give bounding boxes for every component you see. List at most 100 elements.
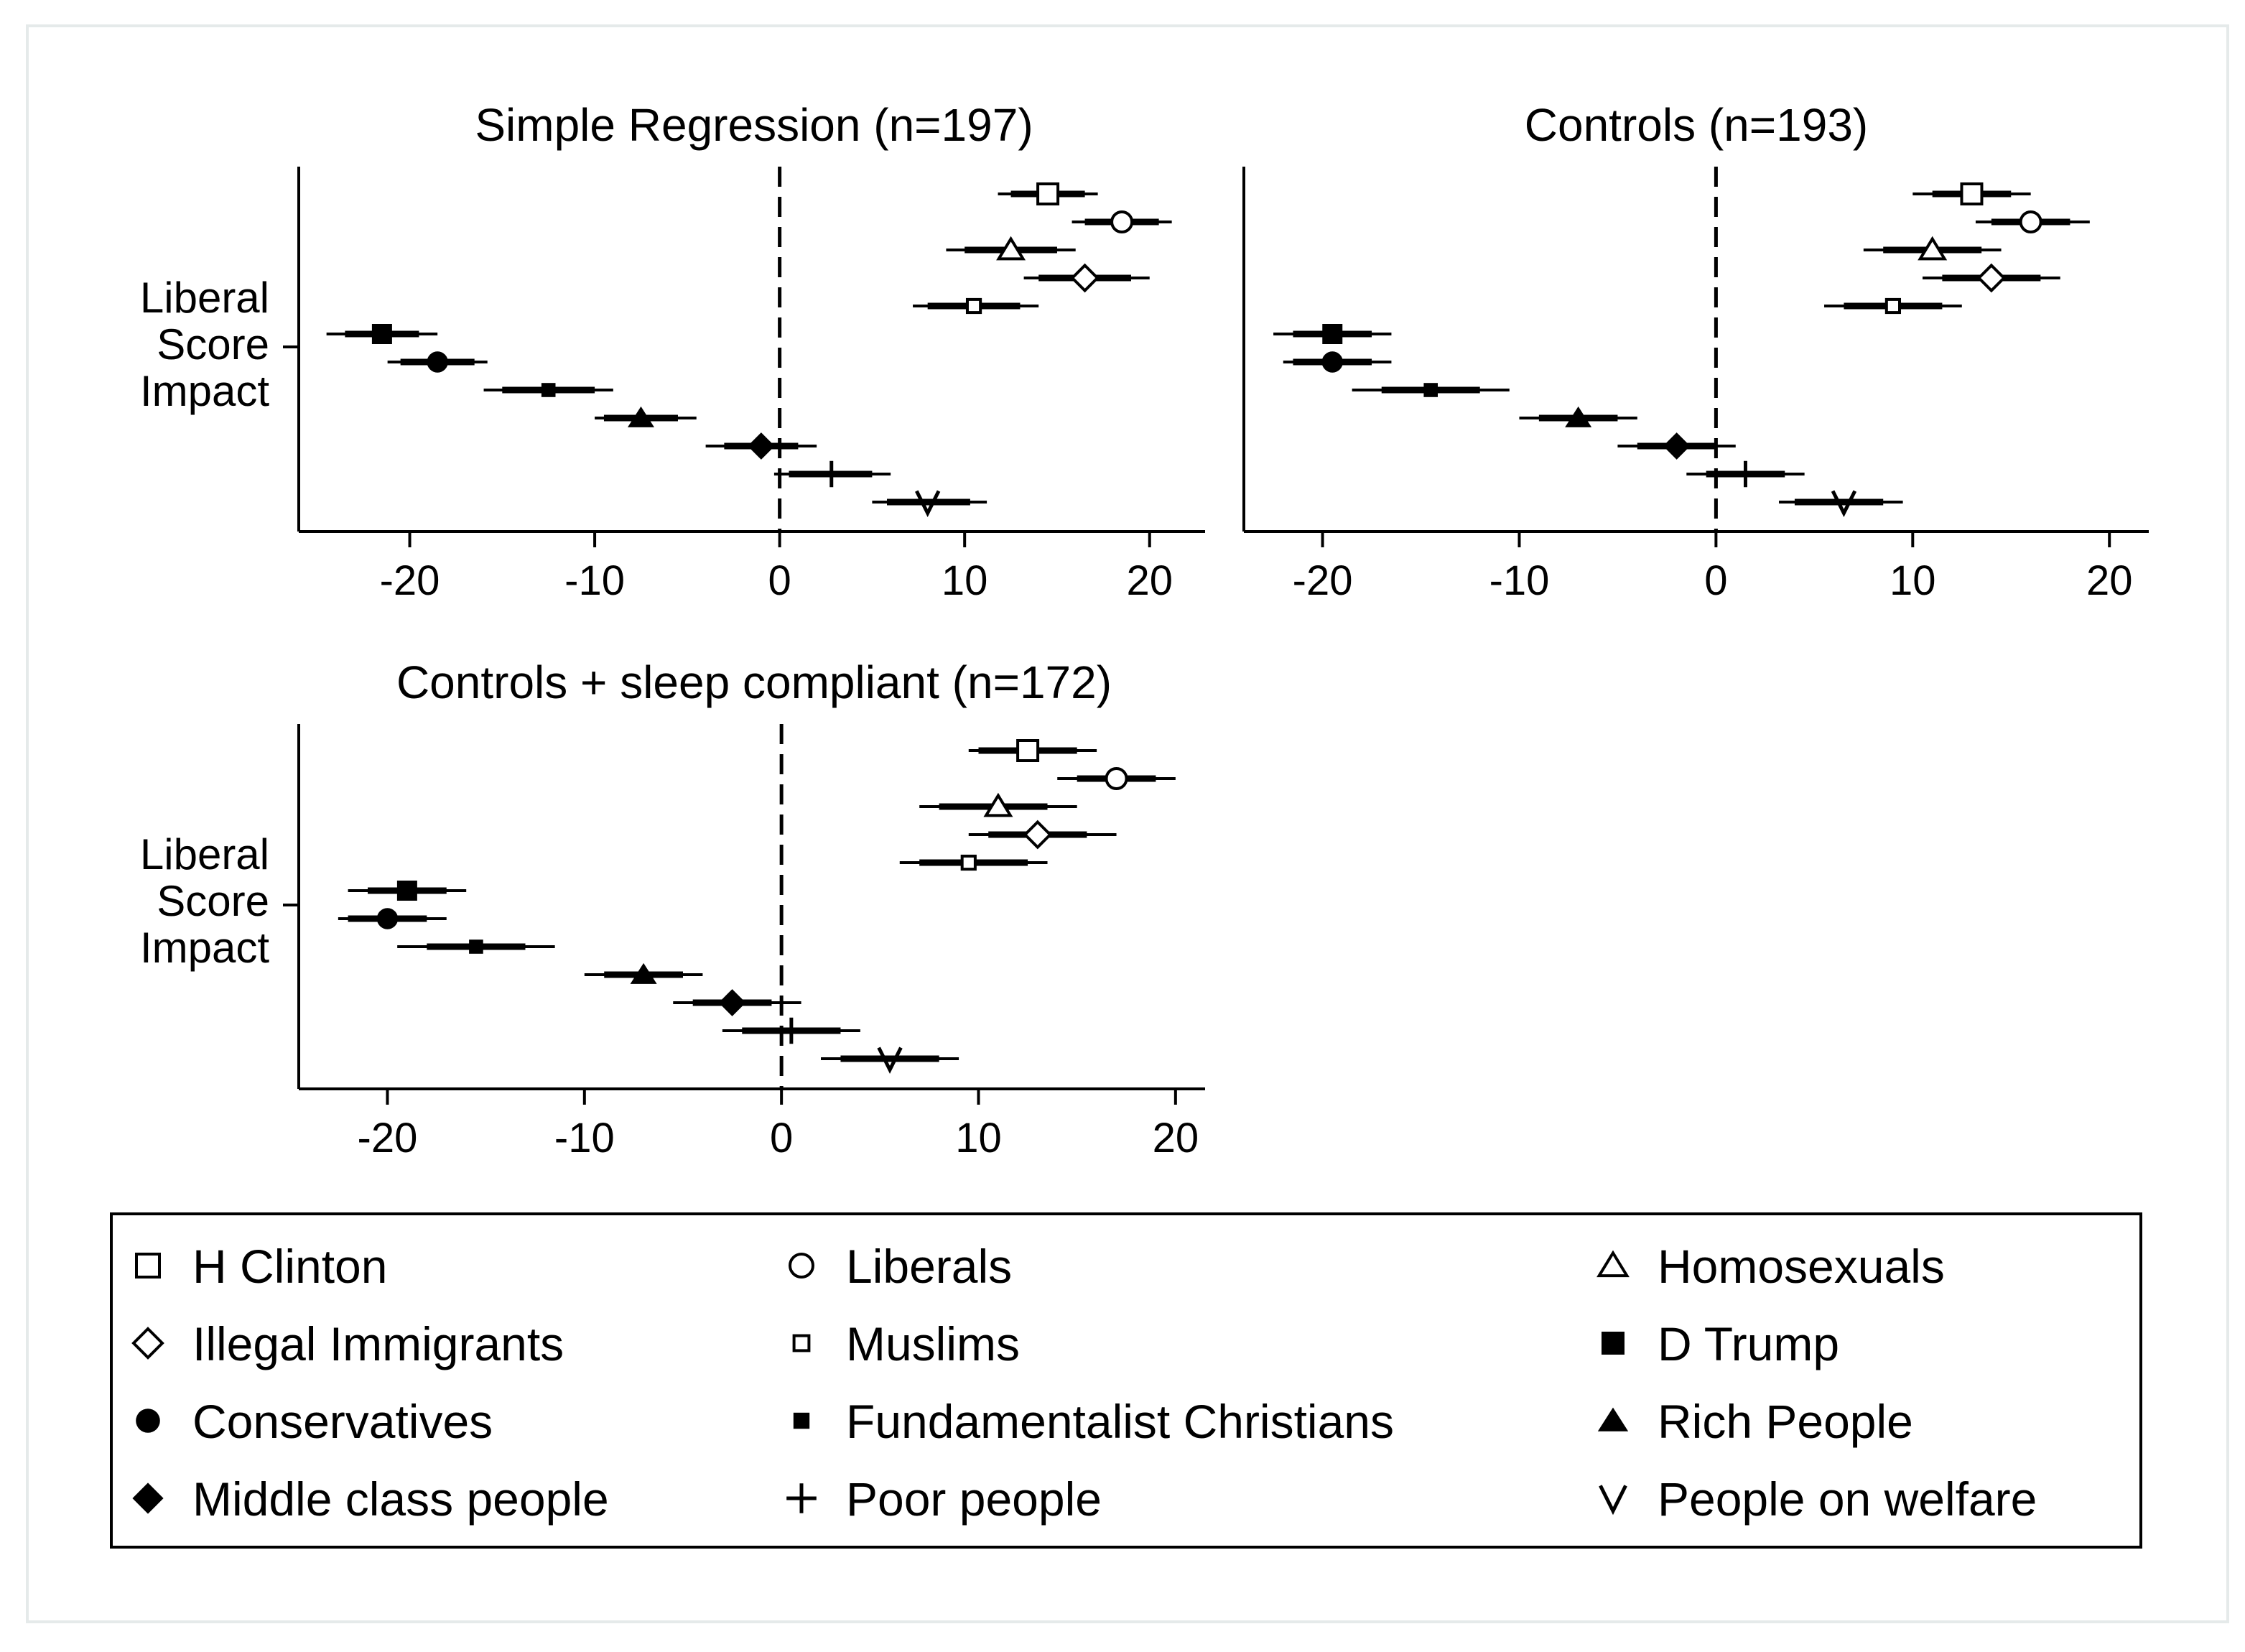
y-axis-label-line-3: Impact bbox=[140, 924, 269, 972]
series-muslims bbox=[899, 854, 1048, 871]
point-estimate bbox=[427, 351, 448, 373]
point-estimate bbox=[1023, 820, 1053, 850]
panel-controls-sleep-compliant: Controls + sleep compliant (n=172) Liber… bbox=[140, 656, 1205, 1161]
legend-entries: H Clinton Liberals Homosexuals Illegal Immi… bbox=[131, 1240, 2037, 1526]
point-estimate bbox=[1976, 263, 2007, 293]
series-homosexuals bbox=[919, 792, 1077, 817]
x-tick-label: -20 bbox=[380, 557, 440, 604]
panel-simple-regression: Simple Regression (n=197) Liberal Score … bbox=[140, 99, 1205, 604]
point-estimate bbox=[1322, 324, 1343, 344]
legend-label: Homosexuals bbox=[1658, 1240, 1945, 1293]
point-estimate bbox=[2019, 210, 2042, 233]
panel-title: Controls + sleep compliant (n=172) bbox=[396, 656, 1112, 708]
x-tick-label: 0 bbox=[770, 1115, 793, 1161]
data-marks bbox=[338, 739, 1176, 1074]
data-marks bbox=[326, 182, 1172, 517]
x-tick-label: 10 bbox=[955, 1115, 1002, 1161]
series-conservatives bbox=[338, 908, 447, 929]
y-axis-label-line-1: Liberal bbox=[140, 274, 269, 322]
series-illegal-immigrants bbox=[1923, 263, 2060, 293]
series-people-on-welfare bbox=[1779, 490, 1903, 517]
legend-marker bbox=[135, 1253, 161, 1279]
point-estimate bbox=[469, 939, 483, 954]
point-estimate bbox=[915, 490, 941, 517]
y-axis-label-line-2: Score bbox=[157, 320, 269, 368]
figure-border bbox=[26, 24, 2229, 1623]
series-people-on-welfare bbox=[872, 490, 987, 517]
legend: H Clinton Liberals Homosexuals Illegal Immi… bbox=[110, 1212, 2142, 1549]
legend-label: People on welfare bbox=[1658, 1472, 2037, 1526]
legend-marker bbox=[1602, 1332, 1625, 1355]
point-estimate bbox=[396, 881, 417, 901]
x-ticks: -20 -10 0 10 20 bbox=[1293, 532, 2132, 604]
point-estimate bbox=[965, 297, 982, 315]
legend-label: Middle class people bbox=[192, 1472, 609, 1526]
x-tick-label: 20 bbox=[1126, 557, 1173, 604]
legend-item-illegal-immigrants: Illegal Immigrants bbox=[131, 1317, 564, 1370]
legend-item-liberals: Liberals bbox=[789, 1240, 1012, 1293]
legend-item-h-clinton: H Clinton bbox=[135, 1240, 387, 1293]
legend-label: Fundamentalist Christians bbox=[846, 1395, 1394, 1448]
legend-item-conservatives: Conservatives bbox=[136, 1395, 493, 1448]
series-illegal-immigrants bbox=[1023, 263, 1150, 293]
series-fundamentalist-christians bbox=[483, 383, 613, 397]
point-estimate bbox=[1732, 460, 1759, 488]
x-tick-label: -10 bbox=[564, 557, 625, 604]
point-estimate bbox=[1321, 351, 1343, 373]
point-estimate bbox=[1918, 236, 1948, 261]
series-conservatives bbox=[1283, 351, 1392, 373]
legend-label: Rich People bbox=[1658, 1395, 1913, 1448]
point-estimate bbox=[1423, 383, 1438, 397]
series-rich-people bbox=[1519, 406, 1637, 427]
point-estimate bbox=[541, 383, 556, 397]
point-estimate bbox=[1831, 490, 1857, 517]
point-estimate bbox=[1884, 297, 1902, 315]
series-liberals bbox=[1057, 767, 1176, 790]
y-axis-label-line-2: Score bbox=[157, 877, 269, 925]
point-estimate bbox=[627, 406, 654, 427]
legend-marker bbox=[1599, 1485, 1627, 1516]
series-homosexuals bbox=[946, 236, 1076, 261]
legend-marker bbox=[786, 1483, 817, 1513]
y-axis-label-line-3: Impact bbox=[140, 367, 269, 415]
legend-marker bbox=[792, 1334, 811, 1352]
point-estimate bbox=[1070, 263, 1100, 293]
point-estimate bbox=[818, 460, 845, 488]
legend-marker bbox=[789, 1253, 814, 1279]
series-rich-people bbox=[595, 406, 697, 427]
panel-controls: Controls (n=193) -20 -10 0 10 20 bbox=[1242, 99, 2149, 604]
legend-item-people-on-welfare: People on welfare bbox=[1599, 1472, 2037, 1526]
legend-item-d-trump: D Trump bbox=[1602, 1317, 1839, 1370]
legend-label: Illegal Immigrants bbox=[192, 1317, 564, 1370]
x-tick-label: 0 bbox=[768, 557, 791, 604]
series-poor-people bbox=[1686, 460, 1805, 488]
point-estimate bbox=[1663, 432, 1691, 460]
x-tick-label: 20 bbox=[1153, 1115, 1199, 1161]
legend-label: H Clinton bbox=[192, 1240, 387, 1293]
series-illegal-immigrants bbox=[968, 820, 1117, 850]
legend-marker bbox=[1597, 1407, 1629, 1431]
series-h-clinton bbox=[998, 182, 1098, 205]
series-liberals bbox=[1072, 210, 1172, 233]
series-muslims bbox=[913, 297, 1039, 315]
data-marks bbox=[1273, 182, 2090, 517]
legend-label: D Trump bbox=[1658, 1317, 1839, 1370]
point-estimate bbox=[1110, 210, 1134, 233]
series-d-trump bbox=[348, 881, 467, 901]
legend-item-homosexuals: Homosexuals bbox=[1596, 1240, 1945, 1293]
legend-label: Conservatives bbox=[192, 1395, 493, 1448]
legend-marker bbox=[136, 1409, 160, 1433]
x-tick-label: 0 bbox=[1704, 557, 1727, 604]
x-ticks: -20 -10 0 10 20 bbox=[358, 1089, 1199, 1161]
x-tick-label: -20 bbox=[358, 1115, 418, 1161]
point-estimate bbox=[747, 432, 775, 460]
panel-title: Controls (n=193) bbox=[1525, 99, 1868, 151]
x-tick-label: -20 bbox=[1293, 557, 1353, 604]
point-estimate bbox=[630, 962, 657, 984]
legend-item-muslims: Muslims bbox=[792, 1317, 1020, 1370]
point-estimate bbox=[996, 236, 1026, 261]
legend-label: Poor people bbox=[846, 1472, 1102, 1526]
y-axis-label: Liberal Score Impact bbox=[140, 274, 269, 415]
